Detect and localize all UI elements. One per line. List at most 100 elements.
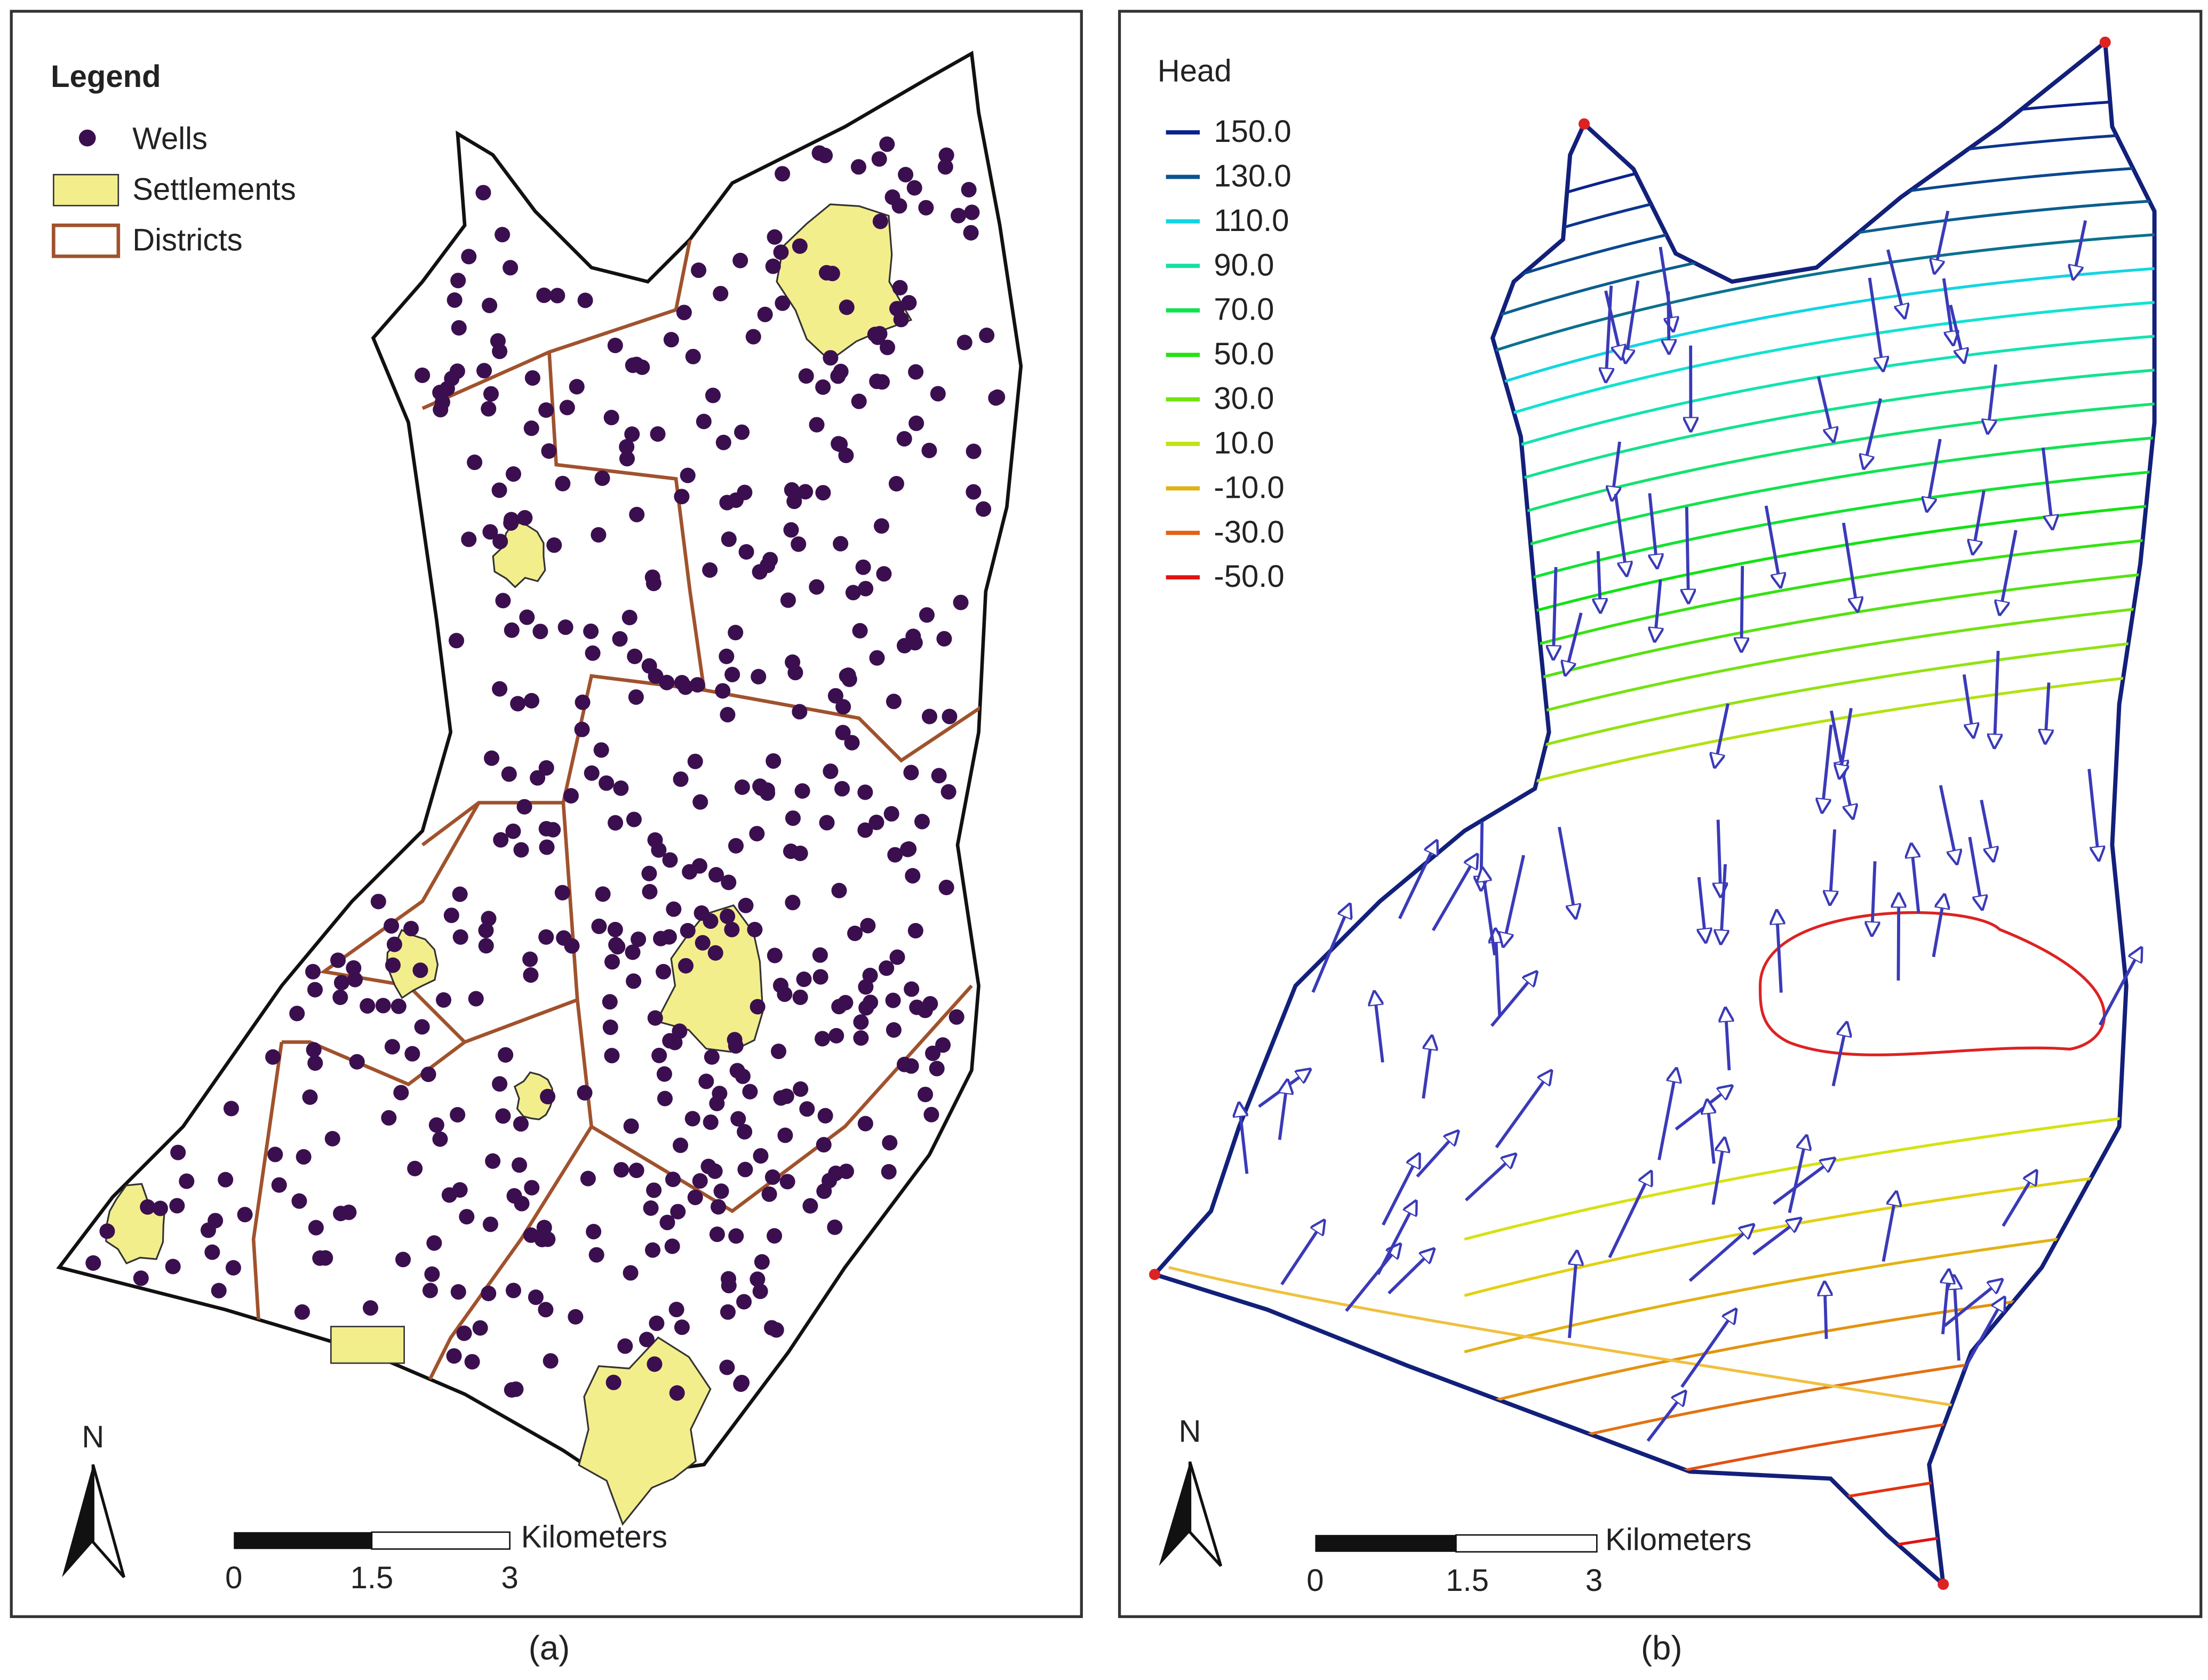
well xyxy=(732,252,748,268)
well xyxy=(538,1302,554,1318)
well xyxy=(656,1066,672,1082)
well xyxy=(539,839,555,855)
legend-label: Wells xyxy=(132,121,208,156)
well xyxy=(990,389,1006,405)
well xyxy=(921,708,937,724)
well xyxy=(674,675,690,691)
well xyxy=(346,960,362,976)
well xyxy=(639,1332,655,1348)
well xyxy=(428,1117,444,1133)
well xyxy=(449,363,465,379)
well xyxy=(834,781,850,797)
well xyxy=(799,1101,815,1117)
well xyxy=(305,964,321,980)
well xyxy=(734,424,750,440)
well xyxy=(613,780,629,796)
well xyxy=(673,771,689,787)
well xyxy=(307,982,323,998)
well xyxy=(629,506,645,523)
well xyxy=(179,1173,195,1189)
flow-arrow xyxy=(1687,507,1688,596)
contour xyxy=(1464,367,2155,497)
flow-arrow xyxy=(1825,1288,1827,1339)
well xyxy=(647,1356,663,1372)
well xyxy=(721,874,737,890)
well xyxy=(607,921,623,937)
well xyxy=(265,1049,281,1065)
flow-arrow xyxy=(1657,1075,1675,1160)
well xyxy=(628,689,644,705)
well xyxy=(659,1214,675,1230)
flow-arrow xyxy=(1655,579,1661,635)
well xyxy=(602,1020,618,1036)
well xyxy=(668,1302,684,1318)
well xyxy=(879,136,895,152)
flow-arrow xyxy=(1627,280,1640,356)
caption: (a) xyxy=(529,1629,570,1667)
flow-arrow xyxy=(1496,935,1500,1017)
well xyxy=(370,894,386,910)
well xyxy=(225,1260,241,1276)
flow-arrow xyxy=(1688,1229,1749,1282)
well xyxy=(709,1095,725,1111)
well xyxy=(641,865,657,881)
well xyxy=(152,1200,168,1216)
settlement xyxy=(330,1326,405,1364)
flow-arrow xyxy=(1974,490,1986,548)
well xyxy=(853,1030,869,1046)
well xyxy=(651,842,667,858)
well xyxy=(674,1319,690,1335)
well xyxy=(692,794,708,810)
well xyxy=(815,485,831,501)
well xyxy=(289,1006,305,1022)
well xyxy=(626,973,642,989)
flow-arrow xyxy=(2087,769,2098,854)
well xyxy=(835,699,851,715)
well xyxy=(678,958,694,974)
well xyxy=(964,204,980,220)
well xyxy=(482,1216,498,1232)
well xyxy=(218,1172,234,1188)
flow-arrow xyxy=(1840,707,1853,772)
flow-arrow xyxy=(1772,1162,1830,1205)
well xyxy=(467,455,483,471)
well xyxy=(702,562,718,578)
well xyxy=(845,585,861,601)
well xyxy=(891,198,907,214)
well xyxy=(347,972,363,988)
well xyxy=(586,1224,602,1240)
scale-label: 0 xyxy=(225,1560,242,1595)
well xyxy=(593,742,609,758)
flow-arrow xyxy=(1646,1396,1681,1442)
well xyxy=(666,901,682,917)
well xyxy=(792,846,808,862)
well xyxy=(607,337,623,354)
well xyxy=(516,799,532,815)
well xyxy=(665,1172,681,1188)
well xyxy=(889,949,905,965)
well xyxy=(705,387,721,403)
well xyxy=(867,327,883,343)
well xyxy=(904,981,920,997)
well xyxy=(450,273,466,289)
well xyxy=(481,401,497,417)
legend-symbol xyxy=(53,173,119,206)
well xyxy=(484,750,500,766)
well xyxy=(817,1108,833,1124)
legend-label: 10.0 xyxy=(1214,426,1274,460)
well xyxy=(384,918,400,934)
well xyxy=(888,476,904,492)
well xyxy=(709,1227,725,1243)
well xyxy=(208,1213,224,1229)
well xyxy=(759,782,775,798)
well xyxy=(757,306,773,322)
well xyxy=(682,864,698,880)
well xyxy=(386,936,402,952)
well xyxy=(767,1228,783,1244)
well xyxy=(580,1171,596,1187)
well xyxy=(651,1047,667,1063)
well xyxy=(727,1032,743,1048)
settlement xyxy=(655,904,764,1053)
flow-arrow xyxy=(1481,822,1482,883)
well xyxy=(883,806,899,822)
